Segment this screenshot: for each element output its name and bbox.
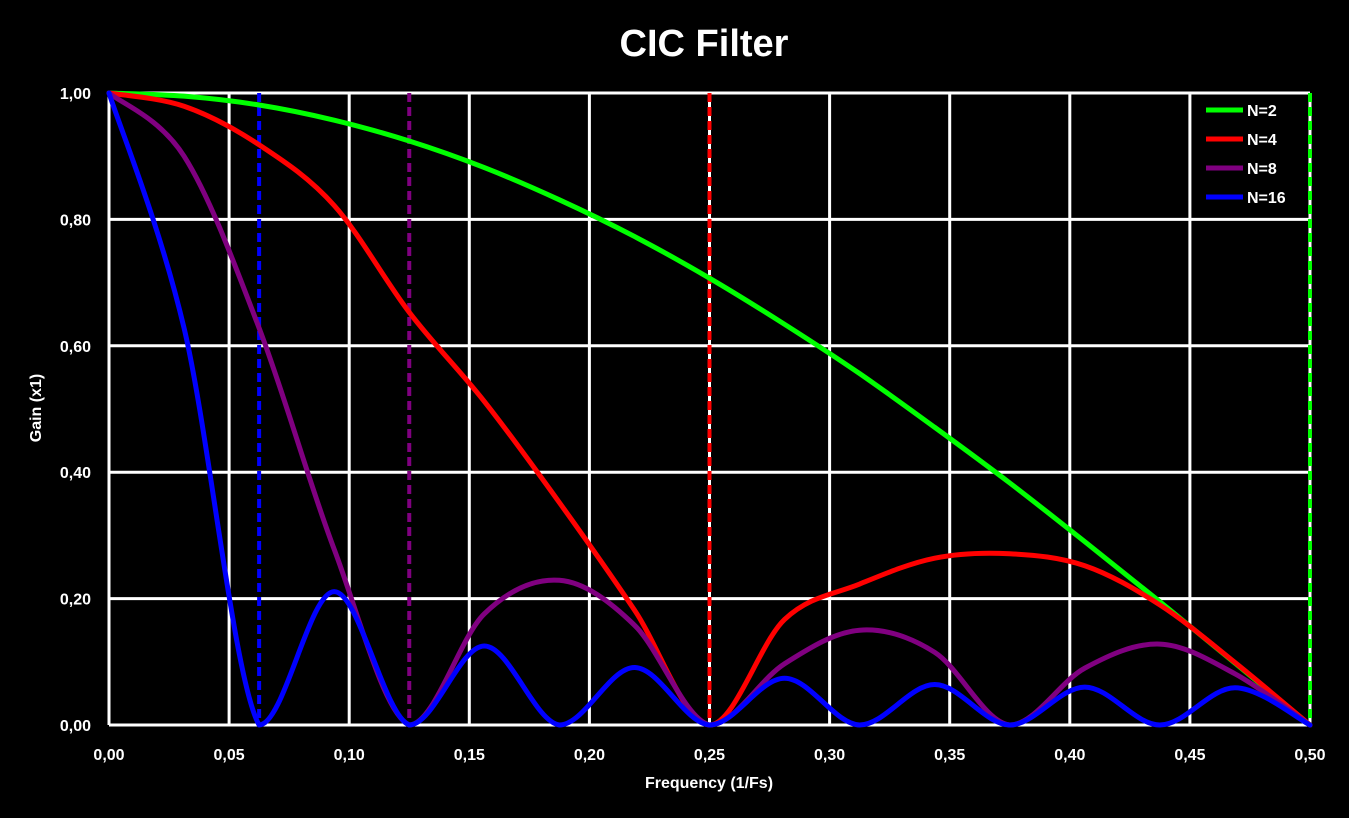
x-tick-label: 0,40	[1054, 747, 1085, 764]
legend-entry: N=4	[1247, 132, 1277, 149]
y-axis-label: Gain (x1)	[28, 374, 45, 442]
series-line-n-2	[106, 90, 1313, 728]
x-tick-label: 0,10	[334, 747, 365, 764]
x-tick-label: 0,50	[1294, 747, 1325, 764]
x-tick-label: 0,00	[93, 747, 124, 764]
legend-entry: N=16	[1247, 190, 1286, 207]
x-tick-label: 0,25	[694, 747, 725, 764]
x-tick-label: 0,30	[814, 747, 845, 764]
series-lines	[106, 90, 1313, 728]
chart-title: CIC Filter	[620, 23, 789, 65]
series-line-n-16	[106, 90, 1313, 728]
legend-entry: N=2	[1247, 103, 1277, 120]
y-tick-label: 1,00	[60, 86, 91, 103]
x-tick-label: 0,35	[934, 747, 965, 764]
x-tick-label: 0,20	[574, 747, 605, 764]
x-tick-label: 0,15	[454, 747, 485, 764]
vertical-markers	[257, 93, 1312, 725]
y-tick-label: 0,00	[60, 718, 91, 735]
y-tick-label: 0,40	[60, 465, 91, 482]
x-axis-label: Frequency (1/Fs)	[645, 775, 773, 792]
y-tick-label: 0,60	[60, 339, 91, 356]
x-tick-label: 0,05	[214, 747, 245, 764]
legend-entry: N=8	[1247, 161, 1277, 178]
tick-labels: 0,00 0,05 0,10 0,15 0,20 0,25 0,30 0,35 0,40 0,45…	[60, 86, 1326, 764]
y-tick-label: 0,20	[60, 592, 91, 609]
y-tick-label: 0,80	[60, 212, 91, 229]
series-line-n-8	[106, 90, 1313, 728]
x-tick-label: 0,45	[1174, 747, 1205, 764]
legend: N=2 N=4 N=8 N=16	[1206, 103, 1286, 207]
